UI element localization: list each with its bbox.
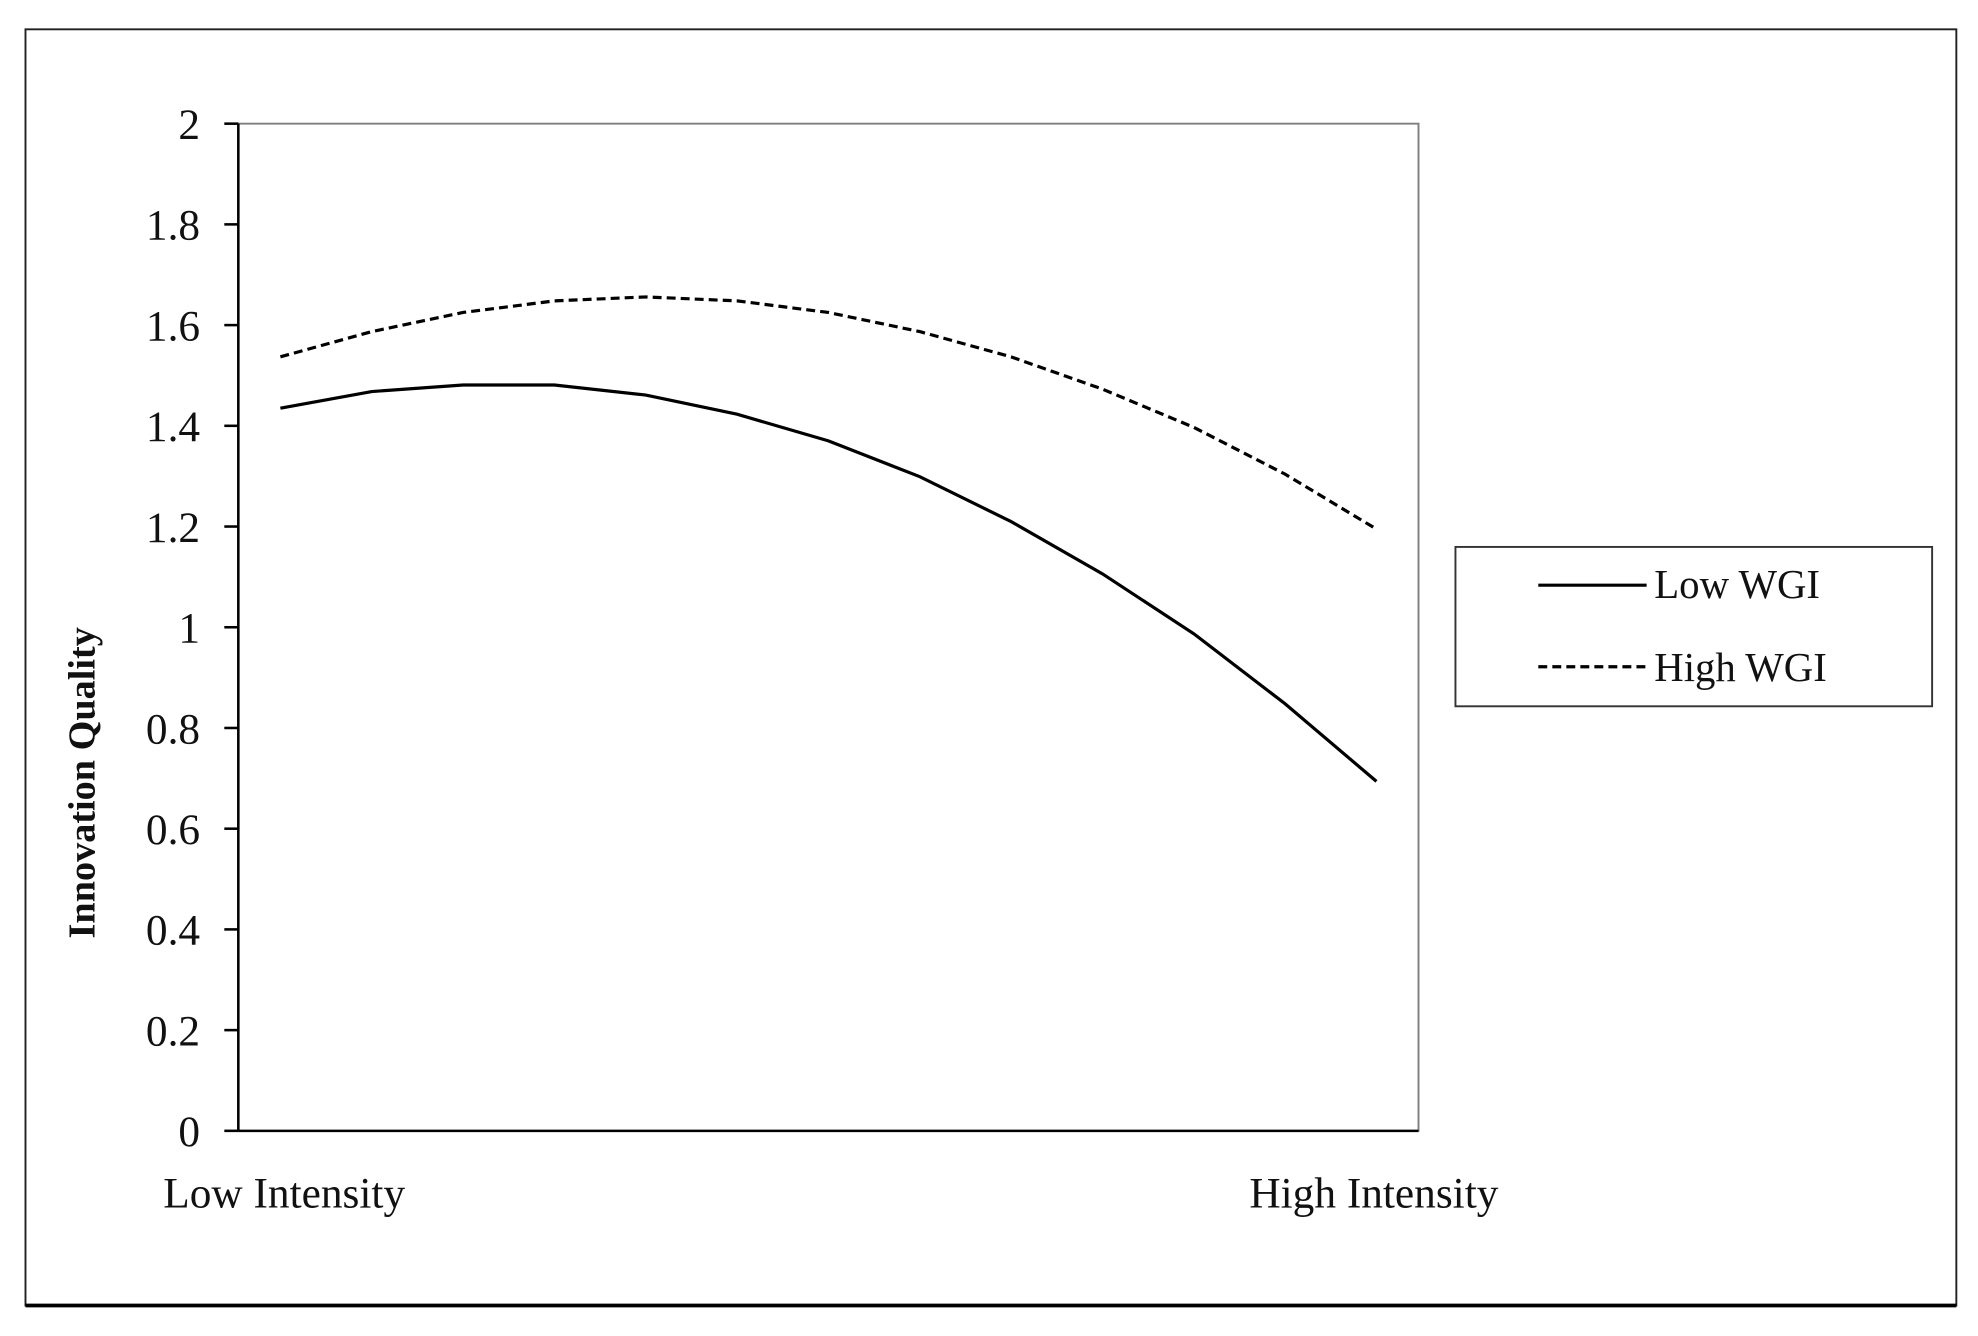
x-tick-label-low: Low Intensity [163, 1169, 405, 1217]
y-tick-label: 1.4 [146, 403, 200, 451]
y-tick-label: 0.4 [146, 907, 200, 955]
x-tick-label-high: High Intensity [1249, 1169, 1498, 1217]
y-axis-label: Innovation Quality [61, 627, 103, 938]
y-tick-label: 0 [178, 1108, 200, 1156]
y-tick-label: 2 [178, 101, 200, 149]
y-tick-label: 0.6 [146, 806, 200, 854]
legend-label-low-wgi: Low WGI [1654, 562, 1820, 607]
legend: Low WGI High WGI [1454, 545, 1934, 708]
y-tick-label: 0.8 [146, 705, 200, 753]
y-tick-label: 1.6 [146, 302, 200, 350]
y-tick-label: 0.2 [146, 1007, 200, 1055]
y-tick-label: 1.2 [146, 504, 200, 552]
y-tick-label: 1 [178, 605, 200, 653]
y-axis-ticks: 0 0.2 0.4 0.6 0.8 1 1.2 1.4 1.6 1.8 2 [146, 101, 239, 1156]
series-low-wgi-line [280, 383, 1378, 783]
y-tick-label: 1.8 [146, 202, 200, 250]
series-high-wgi-line [279, 295, 1378, 531]
legend-box [1454, 545, 1934, 708]
legend-label-high-wgi: High WGI [1654, 645, 1827, 690]
